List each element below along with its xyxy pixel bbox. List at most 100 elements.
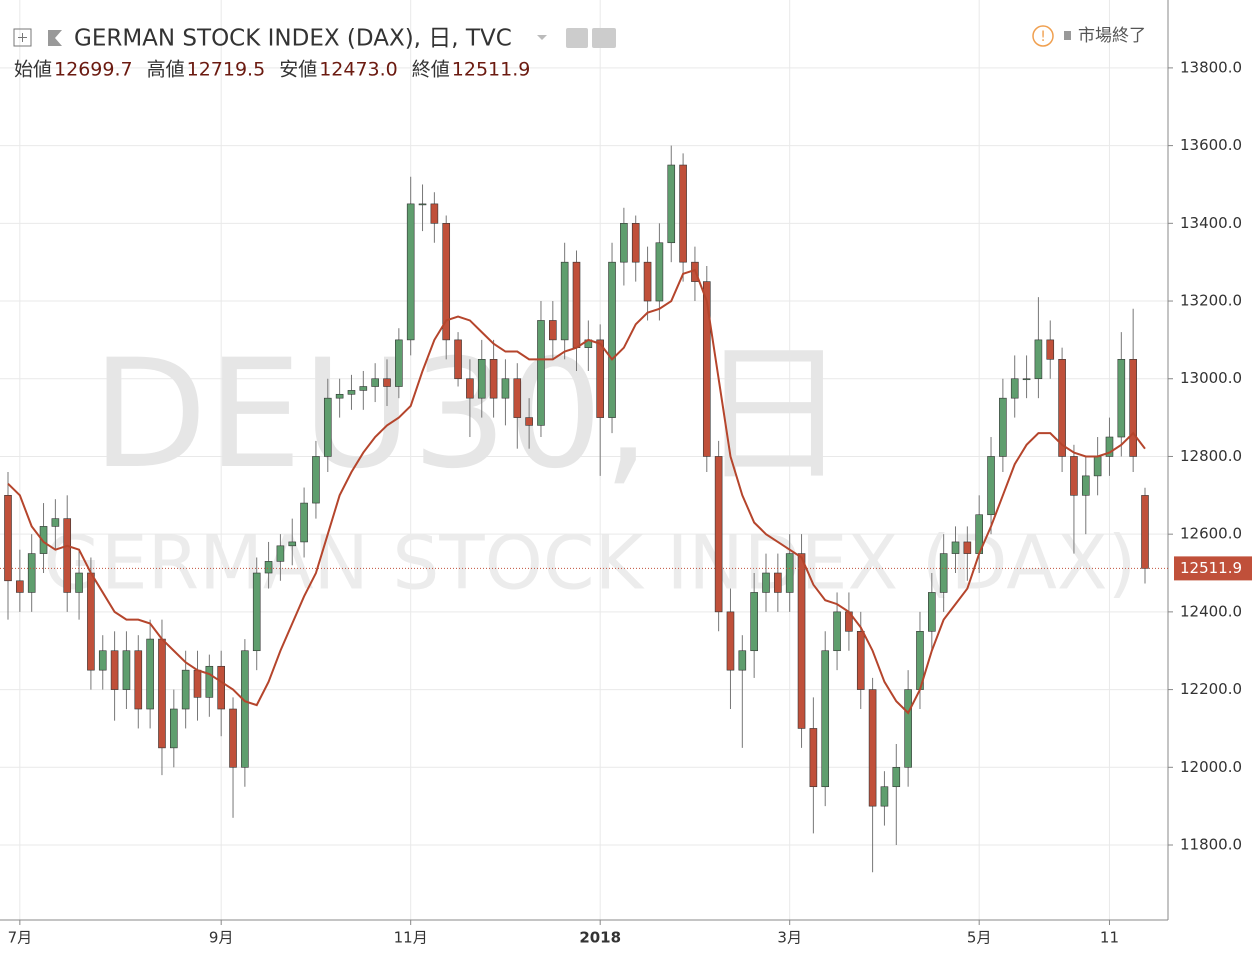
candle-body [4,495,12,582]
candle-body [928,592,936,632]
candle-body [963,541,972,554]
symbol-flag [48,30,62,46]
stat-name: 安値 [279,59,317,81]
stat-name: 高値 [147,59,185,81]
x-tick-label: 7月 [8,929,33,947]
candle-body [797,553,806,729]
candle-body [39,526,48,554]
candle-body [596,339,604,418]
candle-body [1105,436,1114,457]
stat-value: 12473.0 [319,59,398,81]
candle-body [785,553,794,593]
candle-body [501,378,510,399]
status-text: 市場終了 [1078,26,1146,46]
candle-body [442,223,451,341]
last-price-box [1174,556,1252,581]
candle-body [880,786,889,807]
y-tick-label: 12600.0 [1180,525,1242,543]
stat-value: 12719.5 [187,59,266,81]
watermark-sub: GERMAN STOCK INDEX (DAX) [44,521,1137,607]
candle-body [323,397,332,457]
stat-name: 終値 [412,59,450,81]
x-tick-label: 2018 [579,929,621,947]
candle-body [383,378,391,387]
y-tick-label: 13000.0 [1180,369,1242,387]
x-tick-label: 11 [1100,929,1119,947]
candle-body [1081,475,1090,496]
candle-body [1046,339,1055,360]
candle-body [856,631,865,690]
eye-button[interactable] [566,28,588,48]
y-tick-label: 13600.0 [1180,136,1242,154]
candle-body [714,456,723,613]
stat-value: 12699.7 [54,59,133,81]
candle-body [750,592,758,652]
candle-body [347,390,356,395]
candle-body [868,689,877,807]
candle-body [738,650,747,671]
candle-body [525,417,533,426]
candle-body [134,650,143,710]
y-tick-label: 11800.0 [1180,836,1242,854]
candle-body [430,203,439,224]
candle-body [63,518,72,593]
candle-body [252,572,261,652]
expand-icon[interactable] [13,28,32,47]
x-tick-label: 9月 [209,929,234,947]
candle-body [16,580,24,593]
candle-body [477,359,486,399]
candle-body [667,164,676,244]
candle-body [726,611,735,671]
candle-body [608,261,616,418]
candle-body [229,708,237,768]
y-tick-label: 13400.0 [1180,214,1242,232]
candle-body [300,502,308,543]
chart-title: GERMAN STOCK INDEX (DAX), 日, TVC [74,26,512,52]
candle-body [158,638,166,749]
candle-body [774,572,782,593]
status-icon [1032,25,1054,47]
candle-body [489,359,498,399]
candle-body [821,650,830,788]
moving-average [7,268,1146,715]
candle-body [987,456,995,516]
candle-body [1034,339,1043,380]
candle-body [951,541,960,554]
candle-body [288,541,297,547]
candle-body [762,572,770,593]
candle-body [631,223,640,263]
dropdown[interactable] [537,35,547,40]
candle-body [264,561,273,574]
y-tick-label: 12000.0 [1180,758,1242,776]
candle-body [27,553,36,593]
candle-body [241,650,249,768]
candle-body [276,545,285,562]
settings-button[interactable] [592,28,616,48]
candle-body [904,689,912,768]
candle-body [98,650,107,671]
candle-body [513,378,522,418]
candle-body [371,378,379,387]
candle-body [87,572,95,671]
candle-body [643,261,652,302]
y-tick-label: 13800.0 [1180,58,1242,76]
candle-body [572,261,581,348]
expand-icon-plus [18,33,27,42]
candle-body [809,728,818,788]
candle-body [1070,456,1078,496]
candle-body [999,397,1007,457]
candle-body [359,386,368,391]
x-tick-label: 5月 [967,929,992,947]
candle-body [75,572,83,593]
x-tick-label: 3月 [777,929,802,947]
candle-body [1117,359,1126,438]
y-tick-label: 13200.0 [1180,292,1242,310]
candle-body [702,281,711,457]
candle-body [549,320,557,341]
status-icon-mark: ! [1040,29,1046,45]
candle-body [395,339,403,387]
ohlc-header: 始値 12699.7 高値 12719.5 安値 12473.0 終値 12511.9 [14,59,530,81]
candle-body [146,638,154,710]
